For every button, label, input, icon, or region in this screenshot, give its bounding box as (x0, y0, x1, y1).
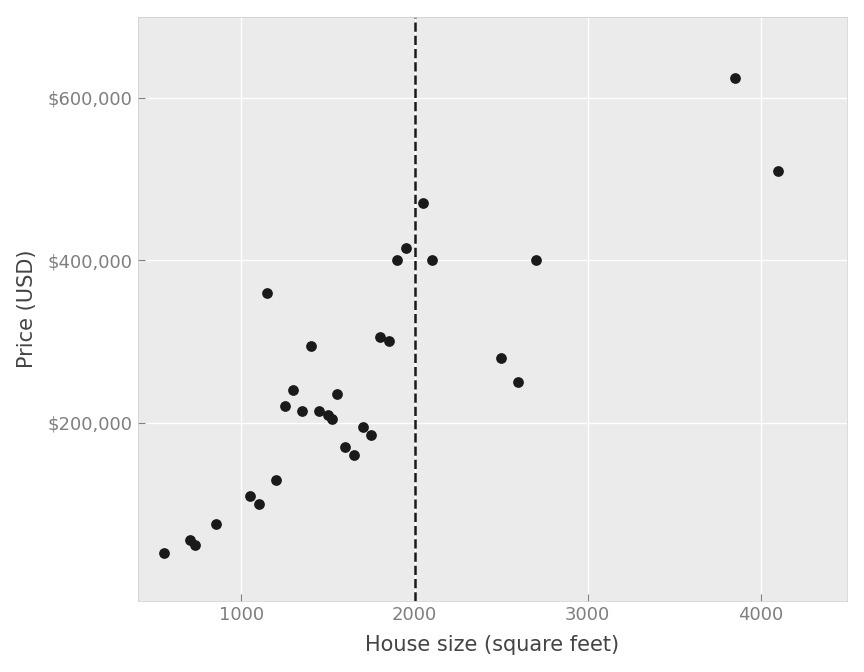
Point (270, 474, 283, 485)
X-axis label: House size (square feet): House size (square feet) (365, 635, 619, 655)
Point (278, 401, 292, 412)
Point (391, 255, 404, 265)
Point (208, 519, 222, 530)
Point (321, 409, 335, 420)
Point (399, 243, 413, 253)
Y-axis label: Price (USD): Price (USD) (16, 250, 36, 368)
Point (511, 377, 525, 388)
Point (373, 332, 387, 343)
Point (529, 255, 543, 265)
Point (382, 336, 396, 347)
Point (727, 72, 741, 83)
Point (313, 405, 327, 416)
Point (187, 539, 201, 550)
Point (252, 499, 266, 509)
Point (304, 340, 318, 351)
Point (425, 255, 439, 265)
Point (287, 385, 301, 396)
Point (244, 491, 257, 501)
Point (156, 547, 170, 558)
Point (325, 413, 339, 424)
Point (182, 535, 196, 546)
Point (365, 429, 378, 440)
Point (494, 352, 508, 363)
Point (261, 288, 275, 298)
Point (356, 421, 370, 432)
Point (295, 405, 309, 416)
Point (339, 442, 353, 452)
Point (347, 450, 361, 460)
Point (330, 389, 344, 400)
Point (416, 198, 430, 209)
Point (772, 165, 785, 176)
